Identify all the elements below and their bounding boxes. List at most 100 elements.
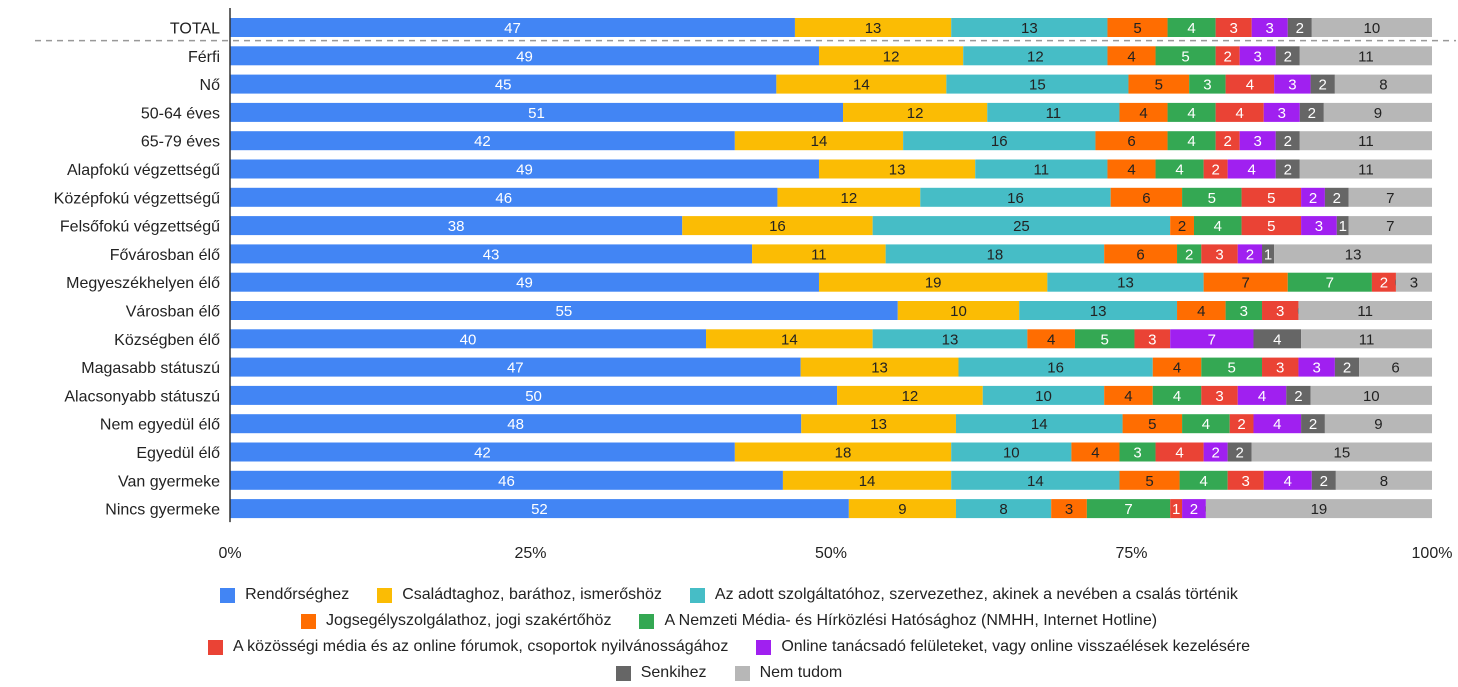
bar-segment (1152, 357, 1202, 377)
bar-segment (1167, 131, 1216, 151)
data-label: 13 (870, 416, 887, 433)
data-label: 13 (1021, 20, 1038, 37)
bar-segment (1299, 159, 1432, 179)
category-label: 50-64 éves (141, 105, 220, 122)
bar-segment (1027, 329, 1075, 349)
legend-item-online-tanacsado[interactable]: Online tanácsadó felületeket, vagy onlin… (756, 638, 1250, 656)
bar-segment (1239, 131, 1276, 151)
legend-item-rendorseghez[interactable]: Rendőrséghez (220, 586, 349, 604)
data-label: 6 (1136, 246, 1144, 263)
data-label: 48 (507, 416, 524, 433)
legend-label: Családtaghoz, baráthoz, ismerőshöz (402, 586, 662, 603)
bar-segment (706, 329, 873, 349)
bar-segment (1334, 357, 1360, 377)
bar-segment (958, 357, 1153, 377)
bar-segment (1227, 470, 1264, 490)
data-label: 43 (483, 246, 500, 263)
legend-swatch (300, 613, 316, 629)
legend-item-jogsegely[interactable]: Jogsegélyszolgálathoz, jogi szakértőhöz (300, 612, 612, 630)
data-label: 14 (811, 133, 828, 150)
bar-segment (776, 74, 947, 94)
data-label: 38 (448, 218, 465, 235)
data-label: 49 (516, 48, 533, 65)
bar-segment (955, 499, 1052, 519)
data-label: 3 (1203, 77, 1211, 94)
bar-segment (1324, 187, 1349, 207)
category-label: Nő (200, 77, 221, 94)
bar-segment (1359, 357, 1432, 377)
bar-segment (1287, 272, 1372, 292)
bar-segment (1275, 131, 1300, 151)
bar-segment (782, 470, 952, 490)
data-label: 2 (1190, 501, 1198, 518)
bar-segment (843, 102, 988, 122)
data-label: 2 (1284, 48, 1292, 65)
bar-segment (1107, 18, 1168, 37)
legend-item-nem-tudom[interactable]: Nem tudom (734, 664, 842, 682)
bar-segment (848, 499, 956, 519)
bar-segment (1205, 499, 1432, 519)
bar-segment (1324, 414, 1432, 434)
data-label: 2 (1343, 360, 1351, 377)
data-label: 3 (1410, 275, 1418, 292)
bar-segment (1262, 357, 1299, 377)
data-label: 4 (1175, 445, 1183, 462)
legend-swatch (207, 639, 223, 655)
bar-segment (1182, 499, 1206, 519)
legend-item-szolgaltatohoz[interactable]: Az adott szolgáltatóhoz, szervezethez, a… (689, 586, 1238, 604)
data-label: 42 (474, 133, 491, 150)
bar-segment (230, 18, 795, 37)
legend-item-senkihez[interactable]: Senkihez (615, 664, 707, 682)
legend-row-4: Senkihez Nem tudom (0, 660, 1458, 686)
data-label: 4 (1047, 331, 1055, 348)
data-label: 13 (1117, 275, 1134, 292)
bar-segment (982, 385, 1105, 405)
data-label: 3 (1242, 473, 1250, 490)
data-label: 1 (1264, 246, 1272, 263)
data-label: 5 (1145, 473, 1153, 490)
data-label: 8 (1379, 77, 1387, 94)
data-label: 5 (1148, 416, 1156, 433)
data-label: 3 (1215, 246, 1223, 263)
legend-item-kozossegi-media[interactable]: A közösségi média és az online fórumok, … (207, 638, 728, 656)
legend-item-csaladtaghoz[interactable]: Családtaghoz, baráthoz, ismerőshöz (377, 586, 662, 604)
data-label: 9 (898, 501, 906, 518)
bar-segment (682, 216, 873, 236)
data-label: 11 (1046, 105, 1062, 122)
data-label: 4 (1187, 20, 1195, 37)
data-label: 11 (1358, 162, 1374, 179)
bar-segment (1274, 244, 1432, 264)
bar-segment (1301, 414, 1325, 434)
data-label: 3 (1229, 20, 1237, 37)
bar-segment (818, 159, 976, 179)
data-label: 49 (516, 275, 533, 292)
bar-segment (1177, 244, 1202, 264)
data-label: 8 (1380, 473, 1388, 490)
bar-segment (1287, 18, 1312, 37)
data-label: 4 (1246, 77, 1254, 94)
data-label: 2 (1333, 190, 1341, 207)
data-label: 2 (1319, 77, 1327, 94)
data-label: 3 (1215, 388, 1223, 405)
bar-segment (1177, 301, 1226, 320)
legend-item-nmhh[interactable]: A Nemzeti Média- és Hírközlési Hatóságho… (639, 612, 1157, 630)
data-label: 15 (1029, 77, 1046, 94)
bar-segment (1104, 385, 1153, 405)
data-label: 5 (1227, 360, 1235, 377)
bar-segment (777, 187, 921, 207)
bar-segment (230, 74, 777, 94)
bar-segment (1203, 442, 1228, 462)
data-label: 4 (1173, 388, 1181, 405)
legend-swatch (220, 587, 236, 603)
category-label: Városban élő (126, 304, 220, 321)
data-label: 12 (883, 48, 900, 65)
data-label: 6 (1391, 360, 1399, 377)
category-label: Felsőfokú végzettségű (60, 219, 220, 236)
data-label: 14 (859, 473, 876, 490)
legend-label: Jogsegélyszolgálathoz, jogi szakértőhöz (325, 612, 612, 629)
data-label: 11 (1034, 162, 1050, 179)
data-label: 3 (1266, 20, 1274, 37)
data-label: 45 (495, 77, 512, 94)
category-label: Magasabb státuszú (81, 360, 220, 377)
bar-segment (897, 301, 1020, 320)
